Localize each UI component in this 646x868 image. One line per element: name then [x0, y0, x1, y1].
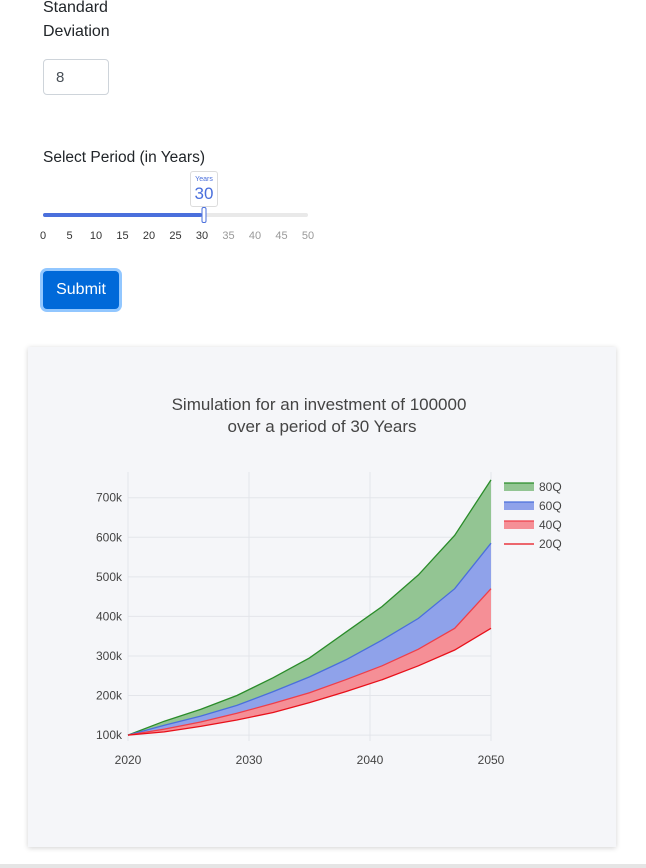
y-tick-label: 700k	[96, 491, 123, 505]
series-line-20q	[127, 627, 492, 736]
y-tick-label: 600k	[96, 530, 123, 544]
period-label: Select Period (in Years)	[43, 149, 205, 166]
y-tick-label: 200k	[96, 689, 123, 703]
slider-mark[interactable]: 0	[39, 230, 47, 242]
slider-tooltip-unit: Years	[195, 176, 213, 183]
slider-track[interactable]	[43, 213, 202, 217]
slider-mark[interactable]: 35	[222, 230, 235, 242]
std-dev-label: Standard Deviation	[43, 0, 110, 40]
slider-handle[interactable]	[201, 207, 207, 223]
std-dev-input[interactable]	[43, 59, 109, 95]
legend-item-20q[interactable]: 20Q	[504, 537, 562, 551]
x-tick-label: 2040	[357, 753, 384, 767]
y-tick-label: 300k	[96, 649, 123, 663]
series-line-80q	[127, 479, 492, 736]
slider-tooltip-value: 30	[194, 184, 214, 203]
legend-label: 20Q	[539, 537, 562, 551]
simulation-chart: Simulation for an investment of 100000 o…	[96, 395, 562, 767]
area-band-80q	[128, 479, 491, 736]
legend-item-60q[interactable]: 60Q	[504, 499, 562, 513]
chart-subtitle: over a period of 30 Years	[227, 417, 416, 436]
slider-mark[interactable]: 15	[116, 230, 129, 242]
slider-mark[interactable]: 50	[301, 230, 315, 242]
period-slider[interactable]: Years 30 0 5 10 15 20 25 30 35 40 45 50	[39, 170, 323, 250]
chart-card: Simulation for an investment of 100000 o…	[28, 347, 616, 847]
area-band-40q	[128, 588, 491, 736]
legend-item-40q[interactable]: 40Q	[504, 518, 562, 532]
area-band-60q	[128, 543, 491, 736]
slider-mark[interactable]: 20	[142, 230, 156, 242]
x-tick-label: 2020	[115, 753, 142, 767]
y-tick-label: 400k	[96, 609, 123, 623]
legend-swatch	[504, 502, 534, 510]
legend-swatch	[504, 521, 534, 529]
slider-mark[interactable]: 45	[275, 230, 288, 242]
slider-mark[interactable]: 25	[169, 230, 182, 242]
y-tick-label: 100k	[96, 728, 123, 742]
x-tick-label: 2030	[236, 753, 263, 767]
chart-title: Simulation for an investment of 100000	[172, 395, 467, 414]
legend-item-80q[interactable]: 80Q	[504, 480, 562, 494]
x-tick-label: 2050	[478, 753, 505, 767]
series-line-40q	[127, 588, 492, 736]
slider-mark[interactable]: 30	[195, 230, 209, 242]
slider-mark[interactable]: 5	[66, 230, 73, 242]
bottom-divider	[0, 864, 646, 868]
legend-label: 80Q	[539, 480, 562, 494]
series-line-60q	[127, 542, 492, 736]
legend-label: 60Q	[539, 499, 562, 513]
slider-mark[interactable]: 10	[89, 230, 103, 242]
submit-button[interactable]: Submit	[43, 271, 119, 309]
legend-label: 40Q	[539, 518, 562, 532]
slider-mark[interactable]: 40	[248, 230, 262, 242]
slider-tooltip: Years 30	[190, 171, 218, 207]
y-tick-label: 500k	[96, 570, 123, 584]
legend-swatch	[504, 483, 534, 491]
